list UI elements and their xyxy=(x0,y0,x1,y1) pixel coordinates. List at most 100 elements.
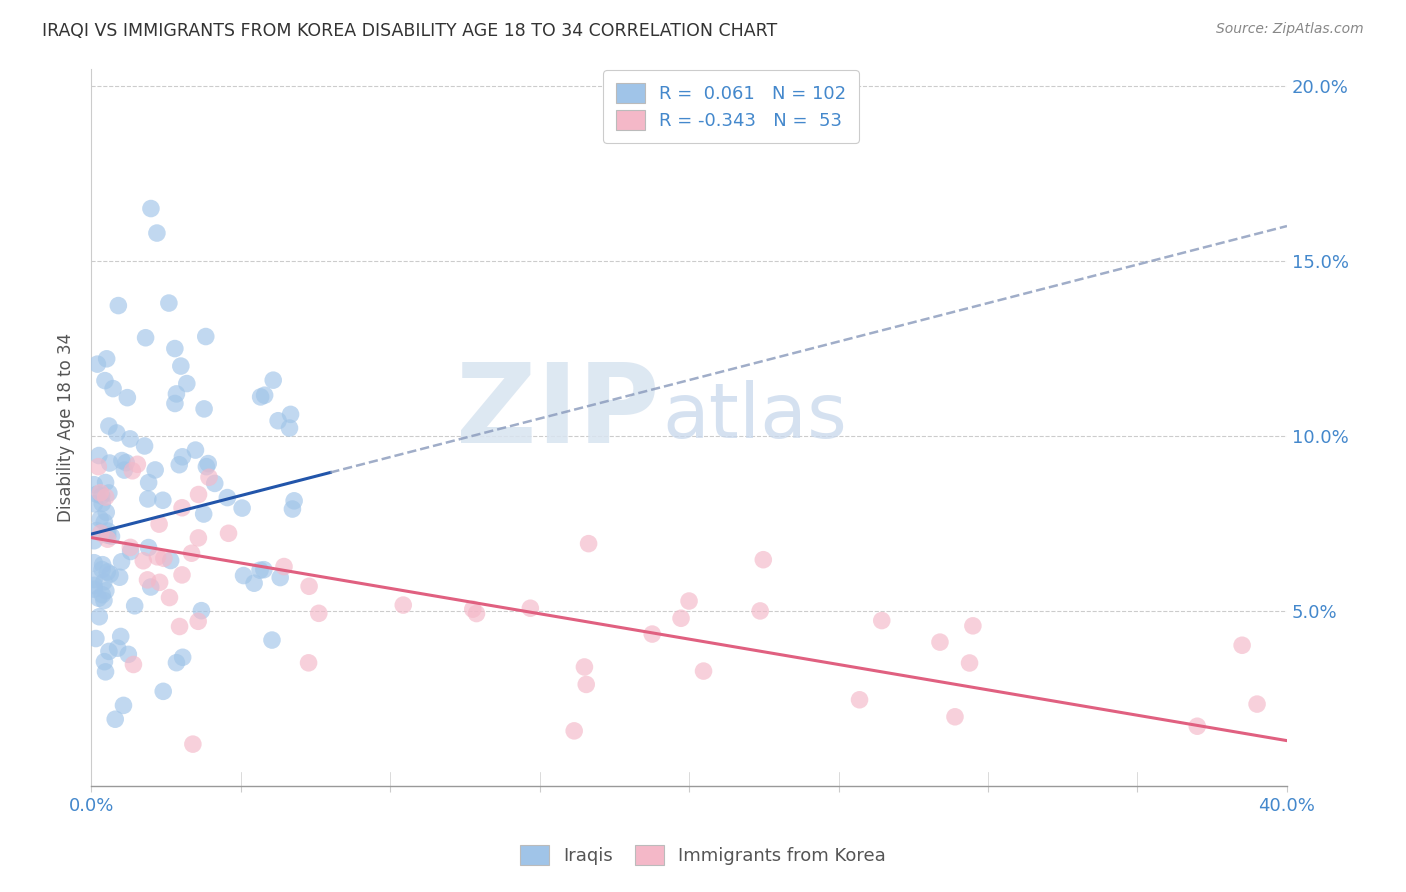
Point xyxy=(104,712,127,726)
Point xyxy=(170,359,193,373)
Point xyxy=(120,432,142,446)
Point xyxy=(280,408,302,422)
Point xyxy=(669,611,692,625)
Text: atlas: atlas xyxy=(662,380,848,453)
Point xyxy=(269,570,291,584)
Point xyxy=(298,579,321,593)
Point xyxy=(267,414,290,428)
Point xyxy=(253,388,276,402)
Point xyxy=(749,604,772,618)
Point xyxy=(253,563,276,577)
Point xyxy=(90,489,112,503)
Point xyxy=(87,591,110,606)
Point xyxy=(136,491,159,506)
Point xyxy=(91,588,114,602)
Point xyxy=(121,464,143,478)
Point xyxy=(132,554,155,568)
Point xyxy=(83,497,105,511)
Point xyxy=(232,568,254,582)
Point xyxy=(249,390,271,404)
Point xyxy=(83,556,105,570)
Point xyxy=(107,299,129,313)
Point xyxy=(692,664,714,678)
Point xyxy=(752,552,775,566)
Point xyxy=(1246,697,1268,711)
Point xyxy=(89,485,111,500)
Point xyxy=(153,551,176,566)
Point xyxy=(1230,638,1253,652)
Point xyxy=(231,501,253,516)
Point xyxy=(120,541,142,555)
Point xyxy=(190,604,212,618)
Point xyxy=(159,591,181,605)
Point xyxy=(89,609,111,624)
Point xyxy=(163,342,186,356)
Point xyxy=(929,635,952,649)
Point xyxy=(83,582,105,596)
Y-axis label: Disability Age 18 to 34: Disability Age 18 to 34 xyxy=(58,333,75,522)
Point xyxy=(97,644,120,658)
Point xyxy=(278,421,301,435)
Point xyxy=(120,544,142,558)
Text: Source: ZipAtlas.com: Source: ZipAtlas.com xyxy=(1216,22,1364,37)
Point xyxy=(96,565,118,579)
Point xyxy=(108,570,131,584)
Legend: Iraqis, Immigrants from Korea: Iraqis, Immigrants from Korea xyxy=(510,836,896,874)
Point xyxy=(83,477,105,491)
Point xyxy=(111,453,134,467)
Point xyxy=(97,486,120,500)
Point xyxy=(574,660,596,674)
Point xyxy=(461,602,484,616)
Point xyxy=(94,490,117,504)
Legend: R =  0.061   N = 102, R = -0.343   N =  53: R = 0.061 N = 102, R = -0.343 N = 53 xyxy=(603,70,859,143)
Point xyxy=(94,583,117,598)
Point xyxy=(578,536,600,550)
Point xyxy=(172,650,194,665)
Point xyxy=(96,351,118,366)
Point xyxy=(94,374,117,388)
Point xyxy=(143,463,166,477)
Point xyxy=(97,419,120,434)
Point xyxy=(117,391,139,405)
Point xyxy=(575,677,598,691)
Point xyxy=(176,376,198,391)
Point xyxy=(297,656,319,670)
Point xyxy=(135,331,157,345)
Point xyxy=(136,573,159,587)
Point xyxy=(281,502,304,516)
Point xyxy=(184,443,207,458)
Point xyxy=(187,531,209,545)
Point xyxy=(91,558,114,572)
Point xyxy=(107,641,129,656)
Point xyxy=(89,512,111,526)
Point xyxy=(180,546,202,560)
Point xyxy=(93,574,115,589)
Point xyxy=(262,373,284,387)
Point xyxy=(678,594,700,608)
Point xyxy=(138,541,160,555)
Point xyxy=(91,563,114,577)
Point xyxy=(96,505,118,519)
Point xyxy=(93,515,115,529)
Point xyxy=(139,202,162,216)
Point xyxy=(84,632,107,646)
Point xyxy=(172,450,194,464)
Point xyxy=(139,580,162,594)
Point xyxy=(181,737,204,751)
Point xyxy=(83,578,105,592)
Point xyxy=(105,425,128,440)
Text: IRAQI VS IMMIGRANTS FROM KOREA DISABILITY AGE 18 TO 34 CORRELATION CHART: IRAQI VS IMMIGRANTS FROM KOREA DISABILIT… xyxy=(42,22,778,40)
Point xyxy=(870,614,893,628)
Point xyxy=(187,487,209,501)
Point xyxy=(204,476,226,491)
Point xyxy=(97,524,120,538)
Point xyxy=(87,449,110,463)
Point xyxy=(562,723,585,738)
Point xyxy=(83,573,105,587)
Point xyxy=(87,459,110,474)
Point xyxy=(170,500,193,515)
Point xyxy=(198,470,221,484)
Point xyxy=(243,576,266,591)
Text: ZIP: ZIP xyxy=(456,359,659,467)
Point xyxy=(91,496,114,510)
